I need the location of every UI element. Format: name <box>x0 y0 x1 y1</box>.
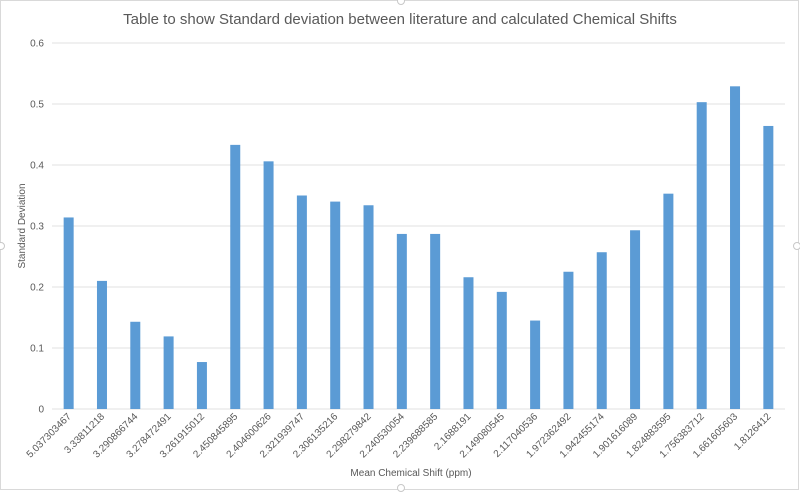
bar[interactable] <box>230 144 241 409</box>
bar[interactable] <box>130 321 141 409</box>
bar[interactable] <box>96 280 107 409</box>
bar[interactable] <box>463 277 474 409</box>
x-tick-label: 1.8126412 <box>732 411 774 453</box>
bar[interactable] <box>163 336 174 409</box>
y-tick-label: 0.1 <box>30 344 44 355</box>
gridlines <box>52 42 785 410</box>
bar[interactable] <box>330 201 341 409</box>
bar[interactable] <box>363 205 374 409</box>
x-axis-label: Mean Chemical Shift (ppm) <box>350 468 471 479</box>
resize-handle-right[interactable] <box>793 242 800 250</box>
y-axis-ticks: 0 0.1 0.2 0.3 0.4 0.5 0.6 <box>30 39 44 416</box>
bar[interactable] <box>496 291 507 409</box>
bar[interactable] <box>630 230 641 409</box>
bar[interactable] <box>263 161 274 409</box>
y-tick-label: 0.5 <box>30 100 44 111</box>
bars <box>63 86 774 410</box>
bar[interactable] <box>196 362 207 409</box>
bar[interactable] <box>63 217 74 409</box>
bar[interactable] <box>430 233 441 409</box>
bar[interactable] <box>763 125 774 410</box>
bar[interactable] <box>530 320 541 409</box>
chart-title: Table to show Standard deviation between… <box>123 11 677 28</box>
y-axis-label: Standard Deviation <box>17 183 28 268</box>
bar[interactable] <box>663 193 674 409</box>
bar[interactable] <box>296 195 307 410</box>
resize-handle-left[interactable] <box>0 242 5 250</box>
x-axis-ticks: 5.0373034673.338112183.2908667443.278472… <box>25 411 774 460</box>
y-tick-label: 0 <box>38 405 44 416</box>
y-tick-label: 0.6 <box>30 39 44 50</box>
bar[interactable] <box>563 271 574 409</box>
resize-handle-top[interactable] <box>397 0 405 5</box>
y-tick-label: 0.2 <box>30 283 44 294</box>
y-tick-label: 0.3 <box>30 222 44 233</box>
y-tick-label: 0.4 <box>30 161 44 172</box>
bar[interactable] <box>596 252 607 409</box>
bar[interactable] <box>396 233 407 409</box>
bar[interactable] <box>696 102 707 410</box>
bar[interactable] <box>730 86 741 409</box>
